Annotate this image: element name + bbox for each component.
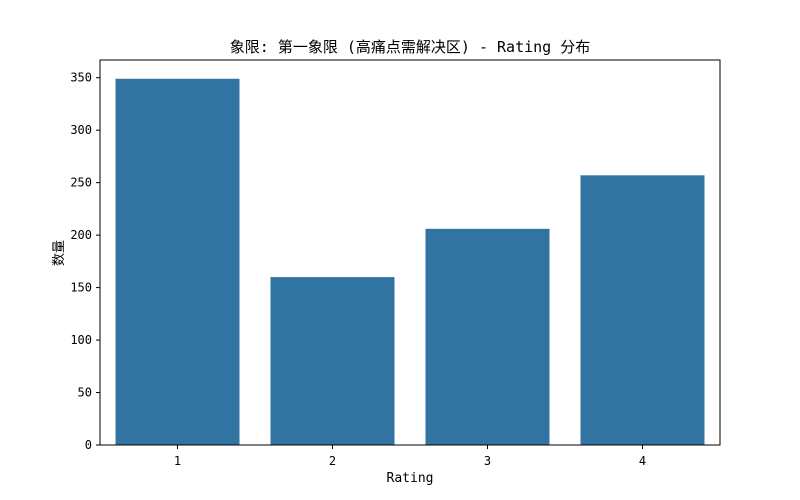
y-tick-label: 100 (70, 333, 92, 347)
y-tick-label: 50 (78, 386, 92, 400)
y-tick-label: 250 (70, 176, 92, 190)
x-tick-label: 4 (639, 454, 646, 468)
y-tick-label: 200 (70, 228, 92, 242)
y-axis-ticks: 0 50 100 150 200 250 300 350 (70, 71, 100, 452)
y-axis-label: 数量 (52, 240, 67, 266)
bar-2 (270, 277, 395, 445)
y-tick-label: 150 (70, 281, 92, 295)
y-tick-label: 300 (70, 123, 92, 137)
bar-4 (580, 175, 705, 446)
plot-area: 1 2 3 4 0 50 100 150 200 250 300 350 (70, 59, 721, 468)
x-tick-label: 3 (484, 454, 491, 468)
plot-frame (99, 59, 721, 446)
x-tick-label: 2 (329, 454, 336, 468)
y-tick-label: 350 (70, 71, 92, 85)
x-axis-ticks: 1 2 3 4 (174, 445, 646, 468)
x-axis-label: Rating (387, 471, 434, 486)
x-tick-label: 1 (174, 454, 181, 468)
bar-1 (115, 78, 240, 445)
bar-3 (425, 228, 550, 445)
chart-title: 象限: 第一象限 (高痛点需解决区) - Rating 分布 (230, 38, 590, 56)
bars-group (115, 78, 705, 446)
y-tick-label: 0 (85, 438, 92, 452)
